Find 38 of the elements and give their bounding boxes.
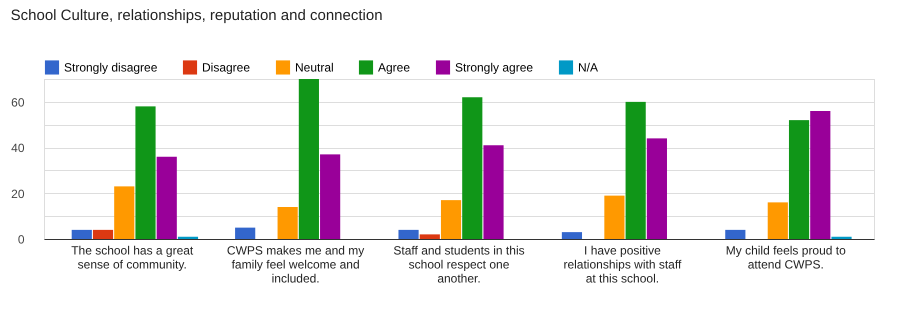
bar (725, 230, 746, 239)
bar (562, 232, 582, 239)
legend-label: Strongly agree (455, 60, 534, 74)
bar (135, 106, 156, 239)
x-tick-label: Staff and students in this school respect one another. (393, 244, 525, 286)
legend-label: Strongly disagree (64, 60, 158, 74)
bar (626, 102, 646, 239)
legend-label: N/A (578, 60, 598, 74)
bar (298, 79, 319, 239)
x-tick-label: The school has a great sense of community. (71, 244, 194, 272)
bar (604, 196, 625, 239)
bar (788, 120, 810, 239)
chart-title: School Culture, relationships, reputation and connection (10, 7, 383, 24)
bar (420, 234, 440, 239)
legend-label: Disagree (202, 60, 250, 74)
bar (320, 154, 340, 239)
y-tick-label: 40 (11, 141, 25, 156)
x-tick-label: My child feels proud to attend CWPS. (726, 244, 846, 272)
bar (462, 97, 482, 239)
bar (92, 230, 114, 239)
bar (768, 202, 788, 239)
bar (235, 228, 256, 239)
y-tick-label: 20 (11, 186, 25, 201)
x-tick-label: I have positive relationships with staff at this school. (563, 244, 682, 286)
legend-label: Neutral (295, 60, 334, 74)
x-tick-label: CWPS makes me and my family feel welcome and included. (226, 244, 364, 286)
bar (398, 230, 419, 239)
legend-label: Agree (378, 60, 410, 74)
bar (483, 145, 504, 239)
y-tick-label: 60 (11, 95, 25, 110)
bar (440, 200, 462, 239)
bar (810, 111, 830, 239)
bar (72, 230, 92, 239)
bar (646, 138, 667, 239)
y-tick-label: 0 (18, 232, 25, 246)
bar (114, 186, 134, 239)
bar (278, 207, 298, 239)
bar (156, 156, 177, 239)
